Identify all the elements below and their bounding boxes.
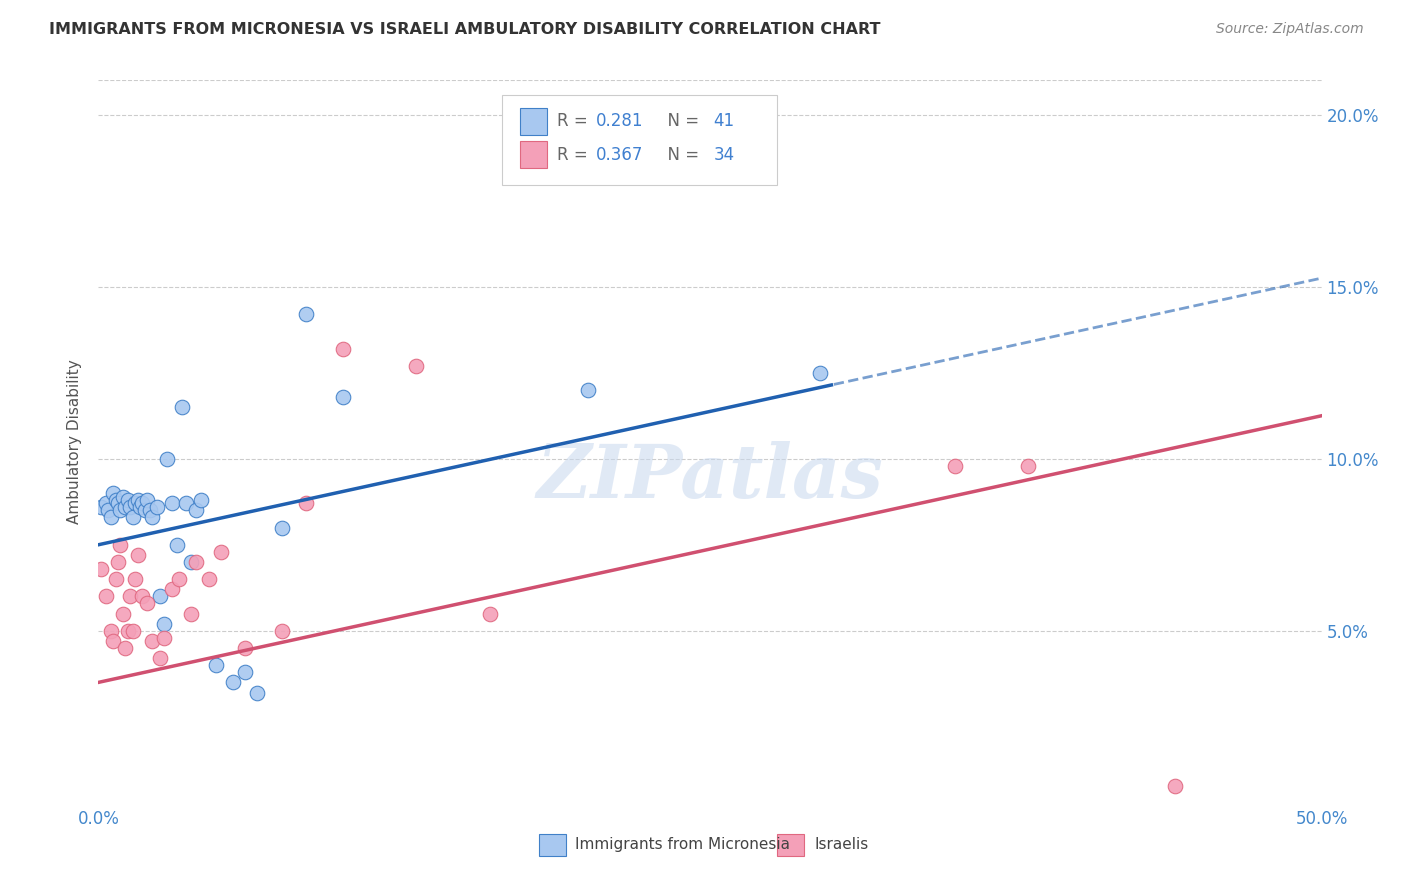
Y-axis label: Ambulatory Disability: Ambulatory Disability — [67, 359, 83, 524]
Point — [197, 572, 219, 586]
Point — [478, 607, 501, 621]
Point — [101, 486, 124, 500]
Bar — [778, 834, 804, 855]
Point — [160, 582, 183, 597]
Point — [149, 651, 172, 665]
Point — [190, 493, 212, 508]
Text: ZIPatlas: ZIPatlas — [537, 442, 883, 514]
Point — [233, 640, 256, 655]
Point — [127, 493, 149, 508]
Point — [180, 607, 202, 621]
Point — [270, 520, 294, 534]
Point — [110, 538, 132, 552]
Point — [111, 607, 134, 621]
Point — [129, 500, 152, 514]
Point — [233, 665, 256, 679]
Point — [104, 493, 127, 508]
Point — [121, 510, 143, 524]
Point — [117, 493, 139, 508]
Point — [209, 544, 232, 558]
Point — [295, 307, 318, 321]
Point — [186, 503, 208, 517]
Point — [167, 572, 190, 586]
Point — [295, 496, 318, 510]
Point — [131, 496, 153, 510]
Point — [146, 500, 169, 514]
Point — [136, 596, 159, 610]
Text: Immigrants from Micronesia: Immigrants from Micronesia — [575, 838, 790, 852]
Point — [124, 496, 146, 510]
Point — [100, 624, 122, 638]
Text: 0.367: 0.367 — [596, 145, 644, 164]
Point — [576, 383, 599, 397]
Point — [90, 500, 112, 514]
Point — [136, 493, 159, 508]
Point — [160, 496, 183, 510]
Point — [107, 555, 129, 569]
Point — [90, 562, 112, 576]
Point — [111, 490, 134, 504]
Point — [94, 496, 117, 510]
Text: N =: N = — [658, 112, 704, 130]
FancyBboxPatch shape — [502, 95, 778, 185]
Point — [156, 451, 179, 466]
Point — [153, 616, 176, 631]
Point — [114, 640, 136, 655]
Point — [246, 686, 269, 700]
Text: Israelis: Israelis — [814, 838, 869, 852]
Point — [141, 634, 163, 648]
Point — [100, 510, 122, 524]
Point — [186, 555, 208, 569]
Point — [270, 624, 294, 638]
Bar — [520, 108, 547, 136]
Point — [117, 624, 139, 638]
Point — [120, 500, 142, 514]
Point — [139, 503, 162, 517]
Point — [1164, 779, 1187, 793]
Point — [170, 400, 193, 414]
Bar — [538, 834, 565, 855]
Point — [120, 590, 142, 604]
Text: 34: 34 — [714, 145, 735, 164]
Point — [94, 590, 117, 604]
Point — [222, 675, 245, 690]
Point — [153, 631, 176, 645]
Point — [134, 503, 156, 517]
Text: Source: ZipAtlas.com: Source: ZipAtlas.com — [1216, 22, 1364, 37]
Point — [332, 342, 354, 356]
Text: R =: R = — [557, 145, 593, 164]
Point — [141, 510, 163, 524]
Point — [332, 390, 354, 404]
Point — [121, 624, 143, 638]
Text: IMMIGRANTS FROM MICRONESIA VS ISRAELI AMBULATORY DISABILITY CORRELATION CHART: IMMIGRANTS FROM MICRONESIA VS ISRAELI AM… — [49, 22, 880, 37]
Point — [176, 496, 198, 510]
Point — [101, 634, 124, 648]
Point — [97, 503, 120, 517]
Point — [110, 503, 132, 517]
Point — [114, 500, 136, 514]
Point — [104, 572, 127, 586]
Point — [405, 359, 427, 373]
Text: 0.281: 0.281 — [596, 112, 644, 130]
Bar — [520, 141, 547, 169]
Point — [205, 658, 228, 673]
Text: 41: 41 — [714, 112, 735, 130]
Point — [943, 458, 966, 473]
Point — [180, 555, 202, 569]
Point — [1017, 458, 1039, 473]
Text: R =: R = — [557, 112, 593, 130]
Text: N =: N = — [658, 145, 704, 164]
Point — [124, 572, 146, 586]
Point — [166, 538, 188, 552]
Point — [131, 590, 153, 604]
Point — [808, 366, 831, 380]
Point — [127, 548, 149, 562]
Point — [149, 590, 172, 604]
Point — [107, 496, 129, 510]
